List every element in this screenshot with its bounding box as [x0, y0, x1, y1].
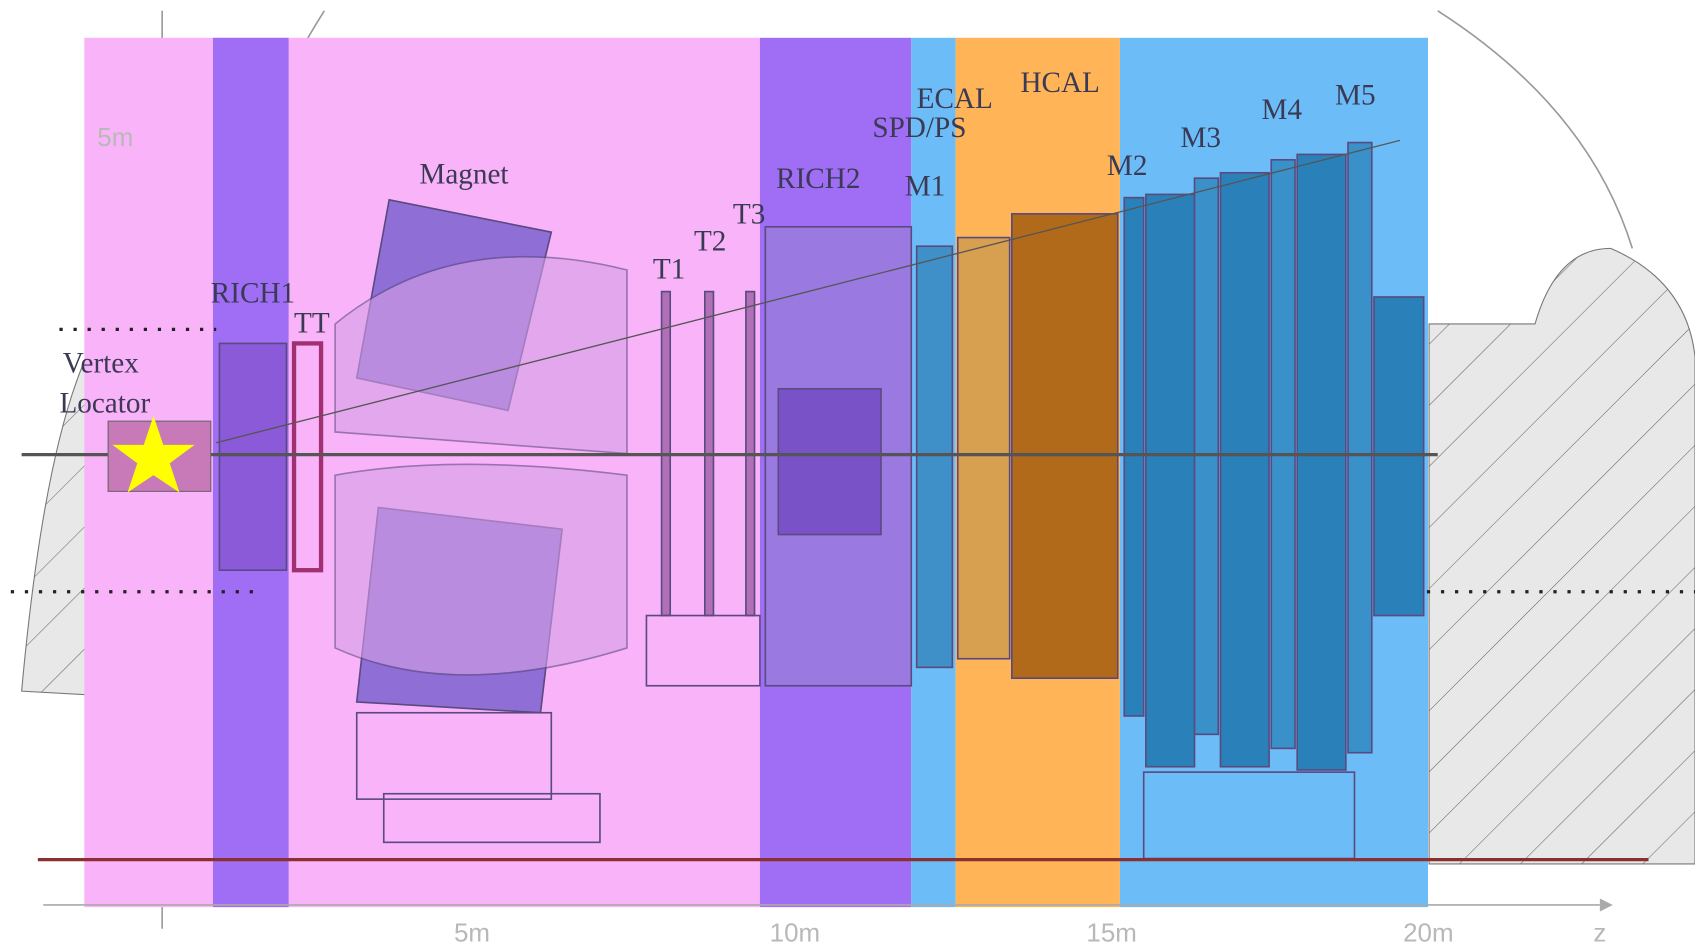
y-tick-label: 5m — [97, 124, 133, 152]
label: M5 — [1335, 80, 1376, 112]
label: Vertex — [63, 348, 140, 380]
axis-label: z — [1593, 920, 1606, 946]
x-tick-label: 15m — [1086, 920, 1136, 946]
label: HCAL — [1020, 67, 1099, 99]
label: ECAL — [917, 83, 993, 115]
label: M4 — [1262, 94, 1303, 126]
label: T1 — [653, 254, 685, 286]
x-tick-label: 10m — [770, 920, 820, 946]
acceptance-line — [216, 139, 1401, 444]
interaction-point-star — [112, 415, 195, 493]
label: M1 — [905, 170, 946, 202]
label: Magnet — [419, 159, 508, 191]
hatch — [1429, 248, 1695, 864]
label: M2 — [1107, 150, 1148, 182]
label: Locator — [59, 388, 150, 420]
label: SPD/PS — [872, 112, 966, 144]
x-tick-label: 5m — [454, 920, 490, 946]
z-arrow — [1599, 898, 1613, 912]
label: M3 — [1180, 122, 1221, 154]
label: TT — [294, 308, 330, 340]
label: RICH1 — [211, 277, 295, 309]
x-tick-label: 20m — [1403, 920, 1453, 946]
label: T3 — [733, 199, 765, 231]
label: T2 — [694, 226, 726, 258]
label: RICH2 — [776, 163, 860, 195]
